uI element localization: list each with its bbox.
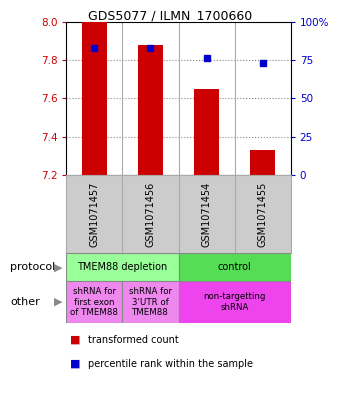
- Bar: [194, 89, 219, 175]
- Text: ▶: ▶: [54, 297, 62, 307]
- Text: protocol: protocol: [10, 262, 55, 272]
- Bar: [82, 22, 107, 175]
- Text: GSM1071455: GSM1071455: [258, 182, 268, 247]
- FancyBboxPatch shape: [178, 253, 291, 281]
- FancyBboxPatch shape: [66, 281, 122, 323]
- Text: GSM1071454: GSM1071454: [202, 182, 211, 247]
- Text: percentile rank within the sample: percentile rank within the sample: [88, 358, 253, 369]
- FancyBboxPatch shape: [66, 253, 178, 281]
- Text: transformed count: transformed count: [88, 335, 179, 345]
- Text: control: control: [218, 262, 252, 272]
- FancyBboxPatch shape: [178, 281, 291, 323]
- Text: other: other: [10, 297, 40, 307]
- Text: TMEM88 depletion: TMEM88 depletion: [77, 262, 168, 272]
- Text: GDS5077 / ILMN_1700660: GDS5077 / ILMN_1700660: [88, 9, 252, 22]
- Text: GSM1071456: GSM1071456: [146, 182, 155, 247]
- Text: ▶: ▶: [54, 262, 62, 272]
- Text: shRNA for
3'UTR of
TMEM88: shRNA for 3'UTR of TMEM88: [129, 287, 172, 317]
- Text: ■: ■: [70, 358, 80, 369]
- Text: ■: ■: [70, 335, 80, 345]
- FancyBboxPatch shape: [122, 281, 178, 323]
- Text: GSM1071457: GSM1071457: [89, 182, 99, 247]
- Text: non-targetting
shRNA: non-targetting shRNA: [203, 292, 266, 312]
- Bar: [250, 150, 275, 175]
- Bar: [138, 44, 163, 175]
- Text: shRNA for
first exon
of TMEM88: shRNA for first exon of TMEM88: [70, 287, 118, 317]
